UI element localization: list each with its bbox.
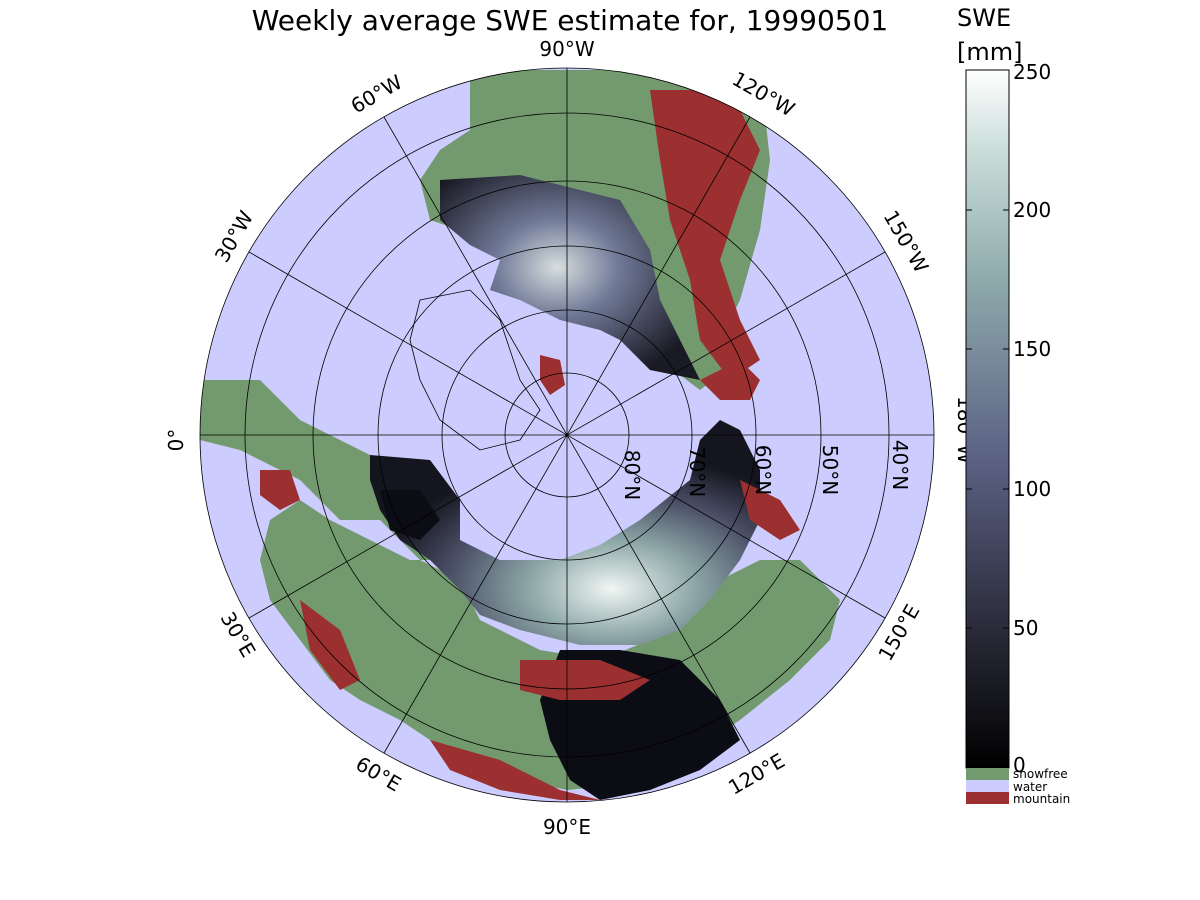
north-america-snow [440, 175, 700, 380]
europe-dark-snow [380, 490, 440, 540]
central-asia-mountains [520, 660, 650, 700]
legend-swatch-water [966, 780, 1009, 792]
alaska-mountains [700, 360, 760, 400]
colorbar-gradient [965, 69, 1010, 769]
siberia-mountains [740, 480, 800, 540]
label-60n: 60°N [751, 445, 775, 495]
greenland-outline [409, 289, 541, 451]
label-0: 0° [164, 429, 188, 452]
parallel-labels: 40°N 50°N 60°N 70°N 80°N [620, 440, 912, 500]
colorbar: 0 50 100 150 200 250 snowfree water moun… [965, 60, 1070, 806]
cbar-tick-250: 250 [1013, 60, 1051, 84]
alps-mountains [260, 470, 300, 510]
cbar-tick-200: 200 [1013, 198, 1051, 222]
label-80n: 80°N [620, 450, 644, 500]
eurasia-snow [370, 420, 760, 645]
legend-label-mountain: mountain [1013, 792, 1070, 806]
colorbar-units: [mm] [957, 38, 1023, 66]
legend-swatch-snowfree [966, 768, 1009, 780]
legend-label-water: water [1013, 780, 1047, 794]
cbar-tick-100: 100 [1013, 477, 1051, 501]
graticule [199, 67, 935, 803]
label-40n: 40°N [888, 440, 912, 490]
cbar-tick-0: 0 [1013, 753, 1026, 777]
caucasus-mountains [300, 600, 360, 690]
greenland-mountain-strip [540, 355, 565, 395]
label-70n: 70°N [685, 447, 709, 497]
cbar-tick-50: 50 [1013, 616, 1038, 640]
colorbar-title: SWE [957, 4, 1012, 32]
meridian-150w-30e [248, 251, 886, 619]
label-90e: 90°E [543, 815, 591, 839]
label-90w: 90°W [539, 37, 594, 61]
rocky-mountains [650, 90, 760, 380]
legend-label-snowfree: snowfree [1013, 767, 1068, 781]
map-title: Weekly average SWE estimate for, 1999050… [251, 4, 889, 37]
label-50n: 50°N [818, 445, 842, 495]
himalaya-mountains [430, 740, 600, 800]
cbar-tick-150: 150 [1013, 337, 1051, 361]
legend-swatch-mountain [966, 792, 1009, 804]
